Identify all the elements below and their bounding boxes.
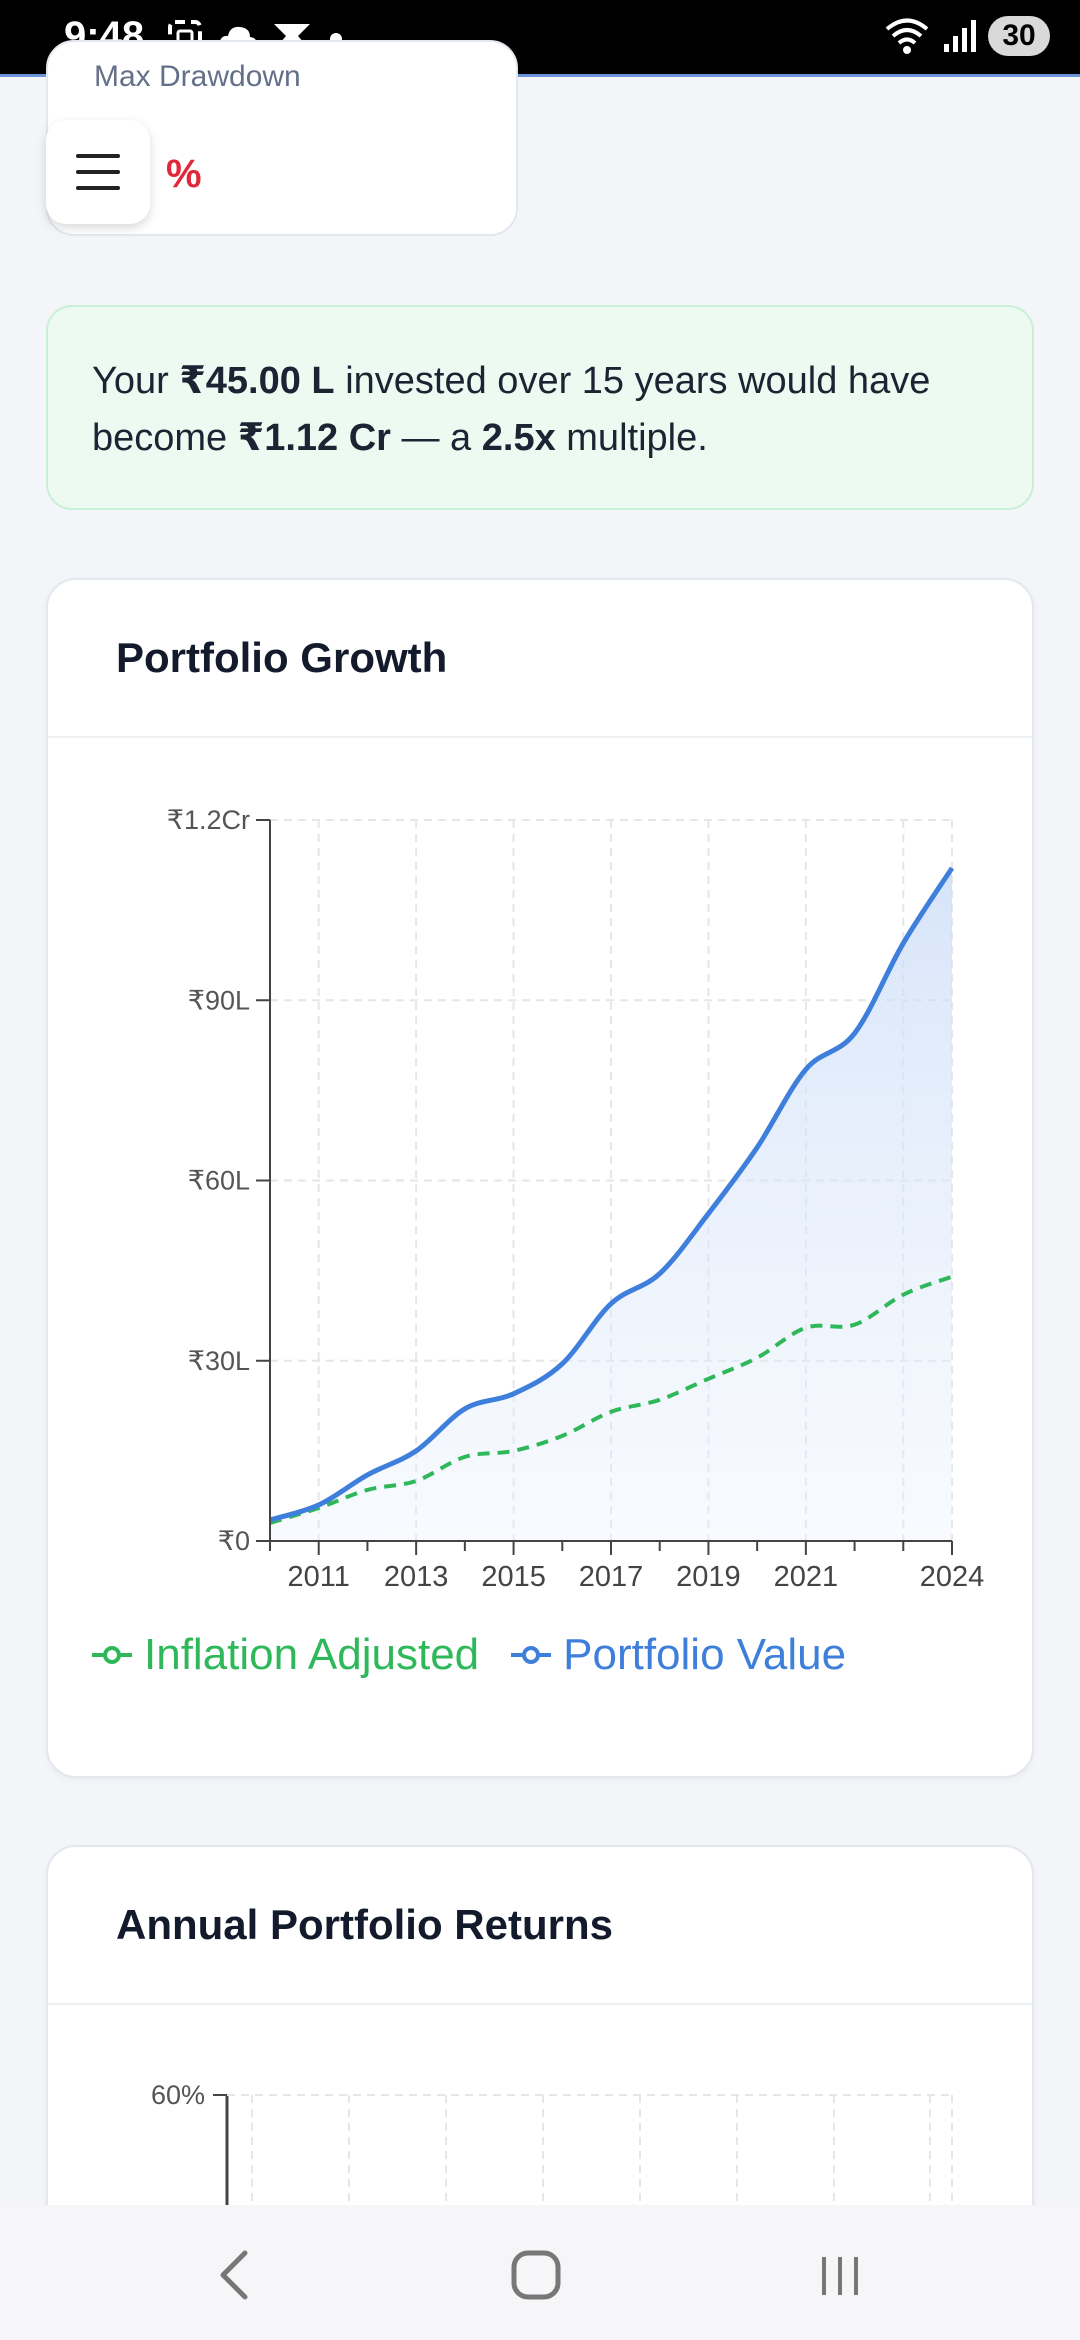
card-title: Portfolio Growth <box>116 634 448 681</box>
y-tick-label: ₹0 <box>218 1526 250 1556</box>
annual-returns-chart: 60% <box>151 2080 953 2205</box>
legend-item-inflation[interactable]: Inflation Adjusted <box>90 1630 479 1680</box>
summary-middle: invested over 15 years would have become <box>92 360 931 459</box>
final-value: ₹1.12 Cr <box>237 417 391 459</box>
investment-summary: Your ₹45.00 L invested over 15 years wou… <box>46 305 1034 510</box>
portfolio-value-line <box>269 866 955 1523</box>
chart-legend: Inflation Adjusted Portfolio Value <box>90 1630 846 1680</box>
y-tick-label: ₹1.2Cr <box>167 805 250 835</box>
recents-button[interactable] <box>800 2235 880 2315</box>
battery-indicator: 30 <box>988 16 1050 56</box>
summary-middle-2: — a <box>390 417 482 459</box>
legend-item-portfolio[interactable]: Portfolio Value <box>509 1630 846 1680</box>
portfolio-growth-chart: ₹0 ₹30L ₹60L ₹90L ₹1.2Cr 2011 2013 2015 2017 2019… <box>167 805 985 1593</box>
legend-label: Inflation Adjusted <box>144 1630 480 1679</box>
card-header: Annual Portfolio Returns <box>48 1847 1032 2005</box>
legend-label: Portfolio Value <box>563 1630 847 1679</box>
metric-value: % <box>166 152 202 196</box>
signal-icon <box>944 20 976 52</box>
invested-amount: ₹45.00 L <box>179 360 335 402</box>
returns-y-tick-label: 60% <box>151 2080 205 2110</box>
status-right-icons: 30 <box>884 16 1050 56</box>
x-tick-label: 2011 <box>288 1561 350 1593</box>
growth-multiple: 2.5x <box>481 417 556 459</box>
card-title: Annual Portfolio Returns <box>116 1901 613 1948</box>
portfolio-area-fill <box>270 868 952 1541</box>
x-tick-label: 2015 <box>481 1561 546 1593</box>
y-tick-label: ₹30L <box>188 1346 250 1376</box>
system-nav-bar <box>0 2205 1080 2340</box>
back-button[interactable] <box>193 2235 273 2315</box>
x-tick-label: 2013 <box>384 1561 449 1593</box>
legend-line-marker-icon <box>511 1646 552 1664</box>
y-tick-label: ₹90L <box>188 985 250 1015</box>
metric-label: Max Drawdown <box>94 60 301 93</box>
wifi-icon <box>885 18 929 54</box>
x-tick-label: 2024 <box>920 1561 985 1593</box>
inflation-adjusted-line <box>269 1274 953 1525</box>
back-icon <box>220 2250 248 2300</box>
legend-line-marker-icon <box>92 1646 132 1664</box>
x-tick-label: 2021 <box>774 1561 839 1593</box>
home-icon <box>511 2250 561 2300</box>
x-tick-label: 2019 <box>676 1561 741 1593</box>
home-button[interactable] <box>496 2235 576 2315</box>
menu-button[interactable] <box>46 120 150 224</box>
y-tick-label: ₹60L <box>188 1166 250 1196</box>
card-header: Portfolio Growth <box>48 580 1032 738</box>
recents-icon <box>822 2257 858 2295</box>
x-tick-label: 2017 <box>579 1561 644 1593</box>
status-divider <box>0 74 1080 77</box>
summary-prefix: Your <box>92 360 180 402</box>
summary-suffix: multiple. <box>555 417 708 459</box>
hamburger-menu-icon <box>76 154 120 190</box>
